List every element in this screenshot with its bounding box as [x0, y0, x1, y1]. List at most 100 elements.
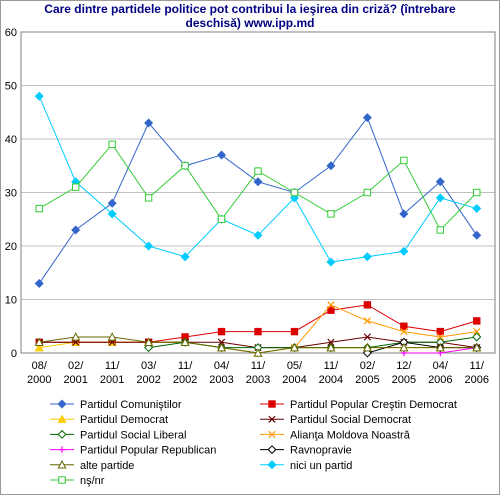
data-point — [362, 252, 372, 262]
data-point — [253, 348, 263, 357]
data-point — [34, 342, 44, 352]
x-tick-label: 02/2005 — [355, 360, 379, 386]
data-point — [362, 113, 372, 123]
data-point — [400, 327, 408, 336]
data-point — [435, 177, 445, 187]
data-point — [289, 193, 299, 203]
series-line — [34, 113, 482, 288]
y-tick-label: 20 — [5, 241, 17, 253]
x-tick-label: 12/2005 — [392, 360, 416, 386]
data-point — [435, 193, 445, 203]
series-line — [290, 301, 481, 352]
data-point — [327, 210, 335, 218]
legend-item: Ravnopravie — [260, 445, 352, 457]
data-point — [436, 226, 445, 234]
data-point — [363, 188, 372, 197]
data-point — [399, 342, 409, 352]
y-tick-label: 0 — [11, 348, 17, 360]
data-point — [472, 230, 482, 240]
legend-label: Partidul Democrat — [80, 414, 168, 426]
data-point — [400, 322, 408, 330]
legend-label: nici un partid — [290, 460, 352, 472]
data-point — [326, 161, 336, 171]
data-point — [217, 327, 226, 336]
data-point — [326, 342, 336, 352]
series-line — [34, 332, 482, 357]
data-point — [290, 188, 299, 197]
x-tick-label: 11/2001 — [100, 360, 124, 386]
data-point — [472, 204, 482, 214]
data-point — [107, 332, 117, 341]
data-point — [34, 278, 44, 288]
data-point — [268, 415, 276, 423]
legend-label: Partidul Popular Creştin Democrat — [290, 399, 457, 411]
chart-title-line1: Care dintre partidele politice pot contr… — [44, 2, 456, 16]
data-point — [108, 140, 116, 149]
data-point — [35, 204, 43, 213]
legend-item: nş/nr — [50, 475, 105, 487]
data-point — [144, 241, 154, 251]
data-point — [289, 342, 299, 352]
legend-label: Alianţa Moldova Noastră — [290, 429, 411, 441]
data-point — [399, 209, 409, 219]
y-tick-label: 60 — [5, 27, 17, 39]
series-line — [34, 91, 482, 267]
x-axis-ticks: 08/2000 02/2001 11/2001 03/2002 11/2002 04/20… — [27, 360, 489, 386]
legend-item: alte partide — [50, 460, 134, 472]
legend-label: Partidul Comuniştilor — [80, 399, 182, 411]
data-point — [399, 246, 409, 256]
data-point — [217, 150, 227, 160]
data-point — [57, 399, 67, 409]
data-point — [362, 342, 372, 352]
x-tick-label: 03/2002 — [136, 360, 160, 386]
series-line — [35, 301, 481, 347]
legend-label: alte partide — [80, 460, 134, 472]
chart-title-line2: deschisă) www.ipp.md — [185, 16, 315, 30]
y-tick-label: 10 — [5, 295, 17, 307]
legend-item: nici un partid — [260, 460, 352, 472]
data-point — [326, 257, 336, 267]
data-point — [290, 327, 299, 336]
x-tick-label: 11/2004 — [319, 360, 343, 386]
data-point — [217, 338, 226, 346]
x-tick-label: 04/2006 — [428, 360, 452, 386]
series-path — [38, 143, 478, 231]
legend-item: Partidul Popular Creştin Democrat — [260, 399, 457, 411]
legend-label: nş/nr — [80, 475, 105, 487]
x-tick-label: 02/2001 — [63, 360, 87, 386]
x-tick-label: 11/2006 — [465, 360, 489, 386]
data-point — [34, 91, 44, 101]
data-point — [71, 332, 81, 341]
data-point — [267, 460, 277, 470]
data-point — [57, 429, 67, 439]
data-point — [254, 327, 262, 336]
data-point — [217, 215, 226, 223]
x-tick-label: 05/2004 — [282, 360, 306, 386]
data-point — [327, 338, 335, 346]
legend-item: Partidul Social Democrat — [260, 414, 411, 426]
legend-item: Alianţa Moldova Noastră — [260, 429, 411, 441]
legend-label: Partidul Social Liberal — [80, 429, 186, 441]
series-path — [38, 116, 478, 284]
x-tick-label: 08/2000 — [27, 360, 51, 386]
data-point — [57, 460, 67, 469]
data-point — [436, 327, 445, 336]
legend-item: Partidul Social Liberal — [50, 429, 186, 441]
data-point — [181, 162, 189, 170]
series-layer — [34, 91, 482, 358]
series-path — [294, 304, 477, 348]
data-point — [267, 445, 277, 455]
x-tick-label: 04/2003 — [209, 360, 233, 386]
data-point — [363, 333, 372, 341]
data-point — [327, 301, 335, 309]
data-point — [71, 183, 80, 191]
data-point — [327, 306, 335, 314]
data-point — [473, 317, 481, 325]
legend: Partidul Comuniştilor Partidul Popular Cr… — [50, 399, 457, 487]
data-point — [58, 446, 66, 453]
data-point — [71, 225, 81, 235]
series-line — [35, 140, 481, 234]
y-tick-label: 50 — [5, 81, 17, 93]
data-point — [363, 301, 372, 309]
legend-label: Partidul Social Democrat — [290, 414, 411, 426]
